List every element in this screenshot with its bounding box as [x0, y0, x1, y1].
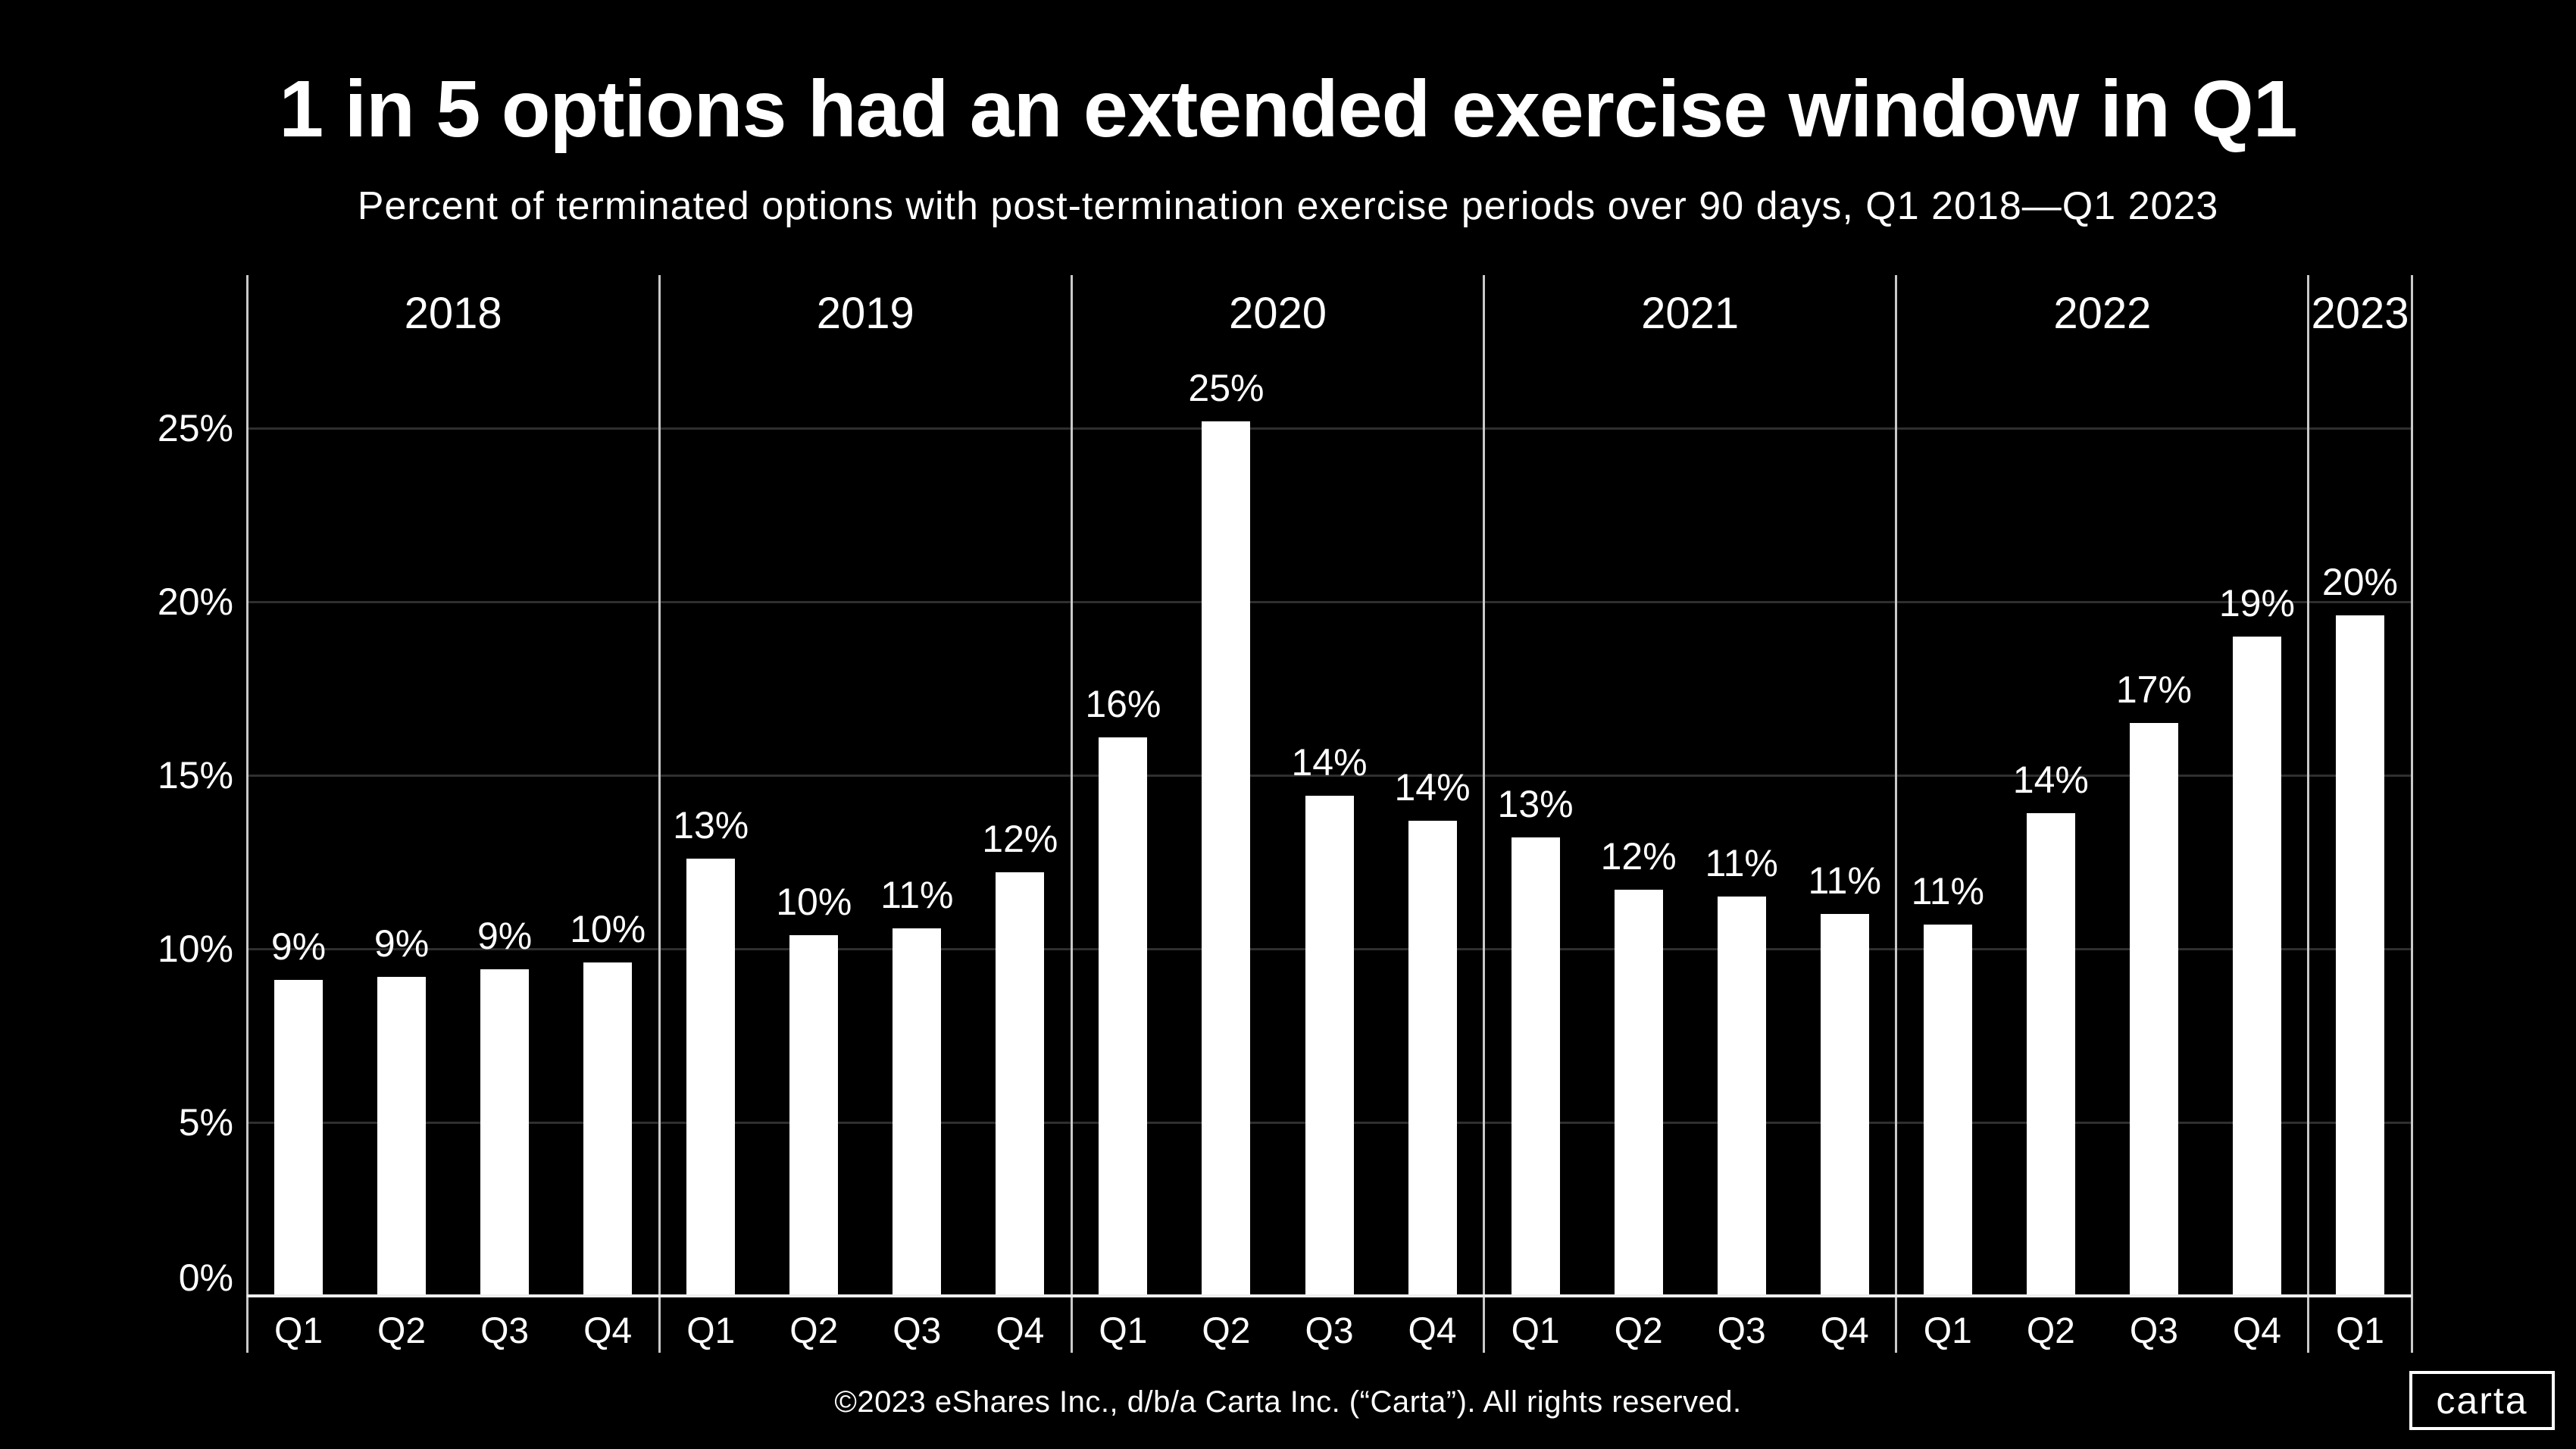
bar	[1202, 421, 1251, 1296]
gridline	[247, 600, 2412, 603]
bar-value-label: 14%	[1291, 741, 1368, 784]
bar	[996, 872, 1045, 1296]
bar	[686, 858, 736, 1296]
y-tick-label: 10%	[157, 928, 233, 970]
bar-value-label: 11%	[1911, 869, 1984, 912]
year-label: 2018	[404, 289, 502, 338]
bar	[2129, 723, 2178, 1296]
bar-value-label: 9%	[374, 922, 430, 965]
bar-value-label: 10%	[570, 908, 646, 951]
bar-value-label: 11%	[1705, 842, 1778, 885]
quarter-label: Q3	[893, 1311, 942, 1351]
bar	[1305, 796, 1354, 1296]
bar	[893, 928, 942, 1296]
quarter-label: Q1	[1923, 1311, 1972, 1351]
year-separator-line	[658, 275, 661, 1353]
gridline	[247, 774, 2412, 777]
quarter-label: Q1	[1511, 1311, 1560, 1351]
year-separator-line	[1483, 275, 1486, 1353]
x-axis-line	[247, 1294, 2412, 1297]
subtitle: Percent of terminated options with post-…	[357, 184, 2219, 228]
bar	[2335, 615, 2384, 1296]
year-separator-line	[2307, 275, 2310, 1353]
bar	[1408, 820, 1457, 1296]
gridline	[247, 427, 2412, 430]
quarter-label: Q3	[1305, 1311, 1354, 1351]
bar-value-label: 9%	[477, 915, 533, 958]
bar	[480, 969, 530, 1296]
bar-value-label: 13%	[673, 803, 749, 847]
quarter-label: Q1	[2335, 1311, 2384, 1351]
year-label: 2022	[2053, 289, 2152, 338]
quarter-label: Q4	[583, 1311, 633, 1351]
quarter-label: Q4	[1408, 1311, 1457, 1351]
quarter-label: Q3	[480, 1311, 530, 1351]
bar-value-label: 10%	[776, 880, 852, 923]
quarter-label: Q3	[2129, 1311, 2178, 1351]
quarter-label: Q2	[2026, 1311, 2075, 1351]
quarter-label: Q1	[274, 1311, 324, 1351]
bar	[583, 962, 633, 1296]
bar	[1923, 924, 1972, 1296]
page-title: 1 in 5 options had an extended exercise …	[279, 64, 2297, 154]
quarter-label: Q1	[686, 1311, 736, 1351]
year-label: 2020	[1228, 289, 1327, 338]
quarter-label: Q2	[1614, 1311, 1663, 1351]
bar-value-label: 11%	[880, 873, 954, 916]
y-tick-label: 5%	[178, 1101, 233, 1144]
bar-value-label: 17%	[2115, 668, 2192, 712]
bar	[1099, 737, 1148, 1296]
year-separator-line	[2410, 275, 2413, 1353]
quarter-label: Q2	[1202, 1311, 1251, 1351]
copyright-text: ©2023 eShares Inc., d/b/a Carta Inc. (“C…	[834, 1385, 1742, 1419]
bar	[377, 976, 427, 1296]
quarter-label: Q2	[789, 1311, 839, 1351]
bar	[2026, 813, 2075, 1296]
year-label: 2019	[816, 289, 914, 338]
bar-value-label: 13%	[1497, 783, 1574, 826]
y-tick-label: 20%	[157, 581, 233, 623]
y-tick-label: 15%	[157, 754, 233, 796]
bar-value-label: 14%	[2012, 759, 2089, 802]
bar	[2232, 636, 2281, 1296]
bar-value-label: 16%	[1085, 682, 1161, 725]
year-separator-line	[245, 275, 249, 1353]
bar-value-label: 9%	[270, 925, 327, 969]
bar-value-label: 12%	[1600, 835, 1677, 878]
bar	[274, 980, 324, 1296]
quarter-label: Q4	[2232, 1311, 2281, 1351]
quarter-label: Q1	[1099, 1311, 1148, 1351]
y-tick-label: 25%	[157, 407, 233, 449]
bar	[789, 934, 839, 1296]
carta-logo-text: carta	[2436, 1379, 2528, 1422]
bar-value-label: 12%	[982, 818, 1058, 861]
bar-value-label: 14%	[1394, 765, 1471, 809]
bar-value-label: 25%	[1188, 366, 1265, 409]
year-separator-line	[1070, 275, 1073, 1353]
quarter-label: Q2	[377, 1311, 427, 1351]
bar	[1820, 914, 1869, 1296]
bar	[1614, 890, 1663, 1296]
bar-value-label: 19%	[2218, 581, 2295, 624]
quarter-label: Q4	[1820, 1311, 1869, 1351]
year-label: 2021	[1641, 289, 1740, 338]
year-separator-line	[1895, 275, 1898, 1353]
carta-logo: carta	[2409, 1371, 2555, 1430]
quarter-label: Q4	[996, 1311, 1045, 1351]
bar	[1717, 897, 1766, 1296]
bar-value-label: 20%	[2321, 561, 2398, 604]
bar-value-label: 11%	[1808, 859, 1881, 903]
quarter-label: Q3	[1717, 1311, 1766, 1351]
y-tick-label: 0%	[178, 1257, 233, 1299]
bar	[1511, 837, 1560, 1296]
year-label: 2023	[2311, 289, 2409, 338]
